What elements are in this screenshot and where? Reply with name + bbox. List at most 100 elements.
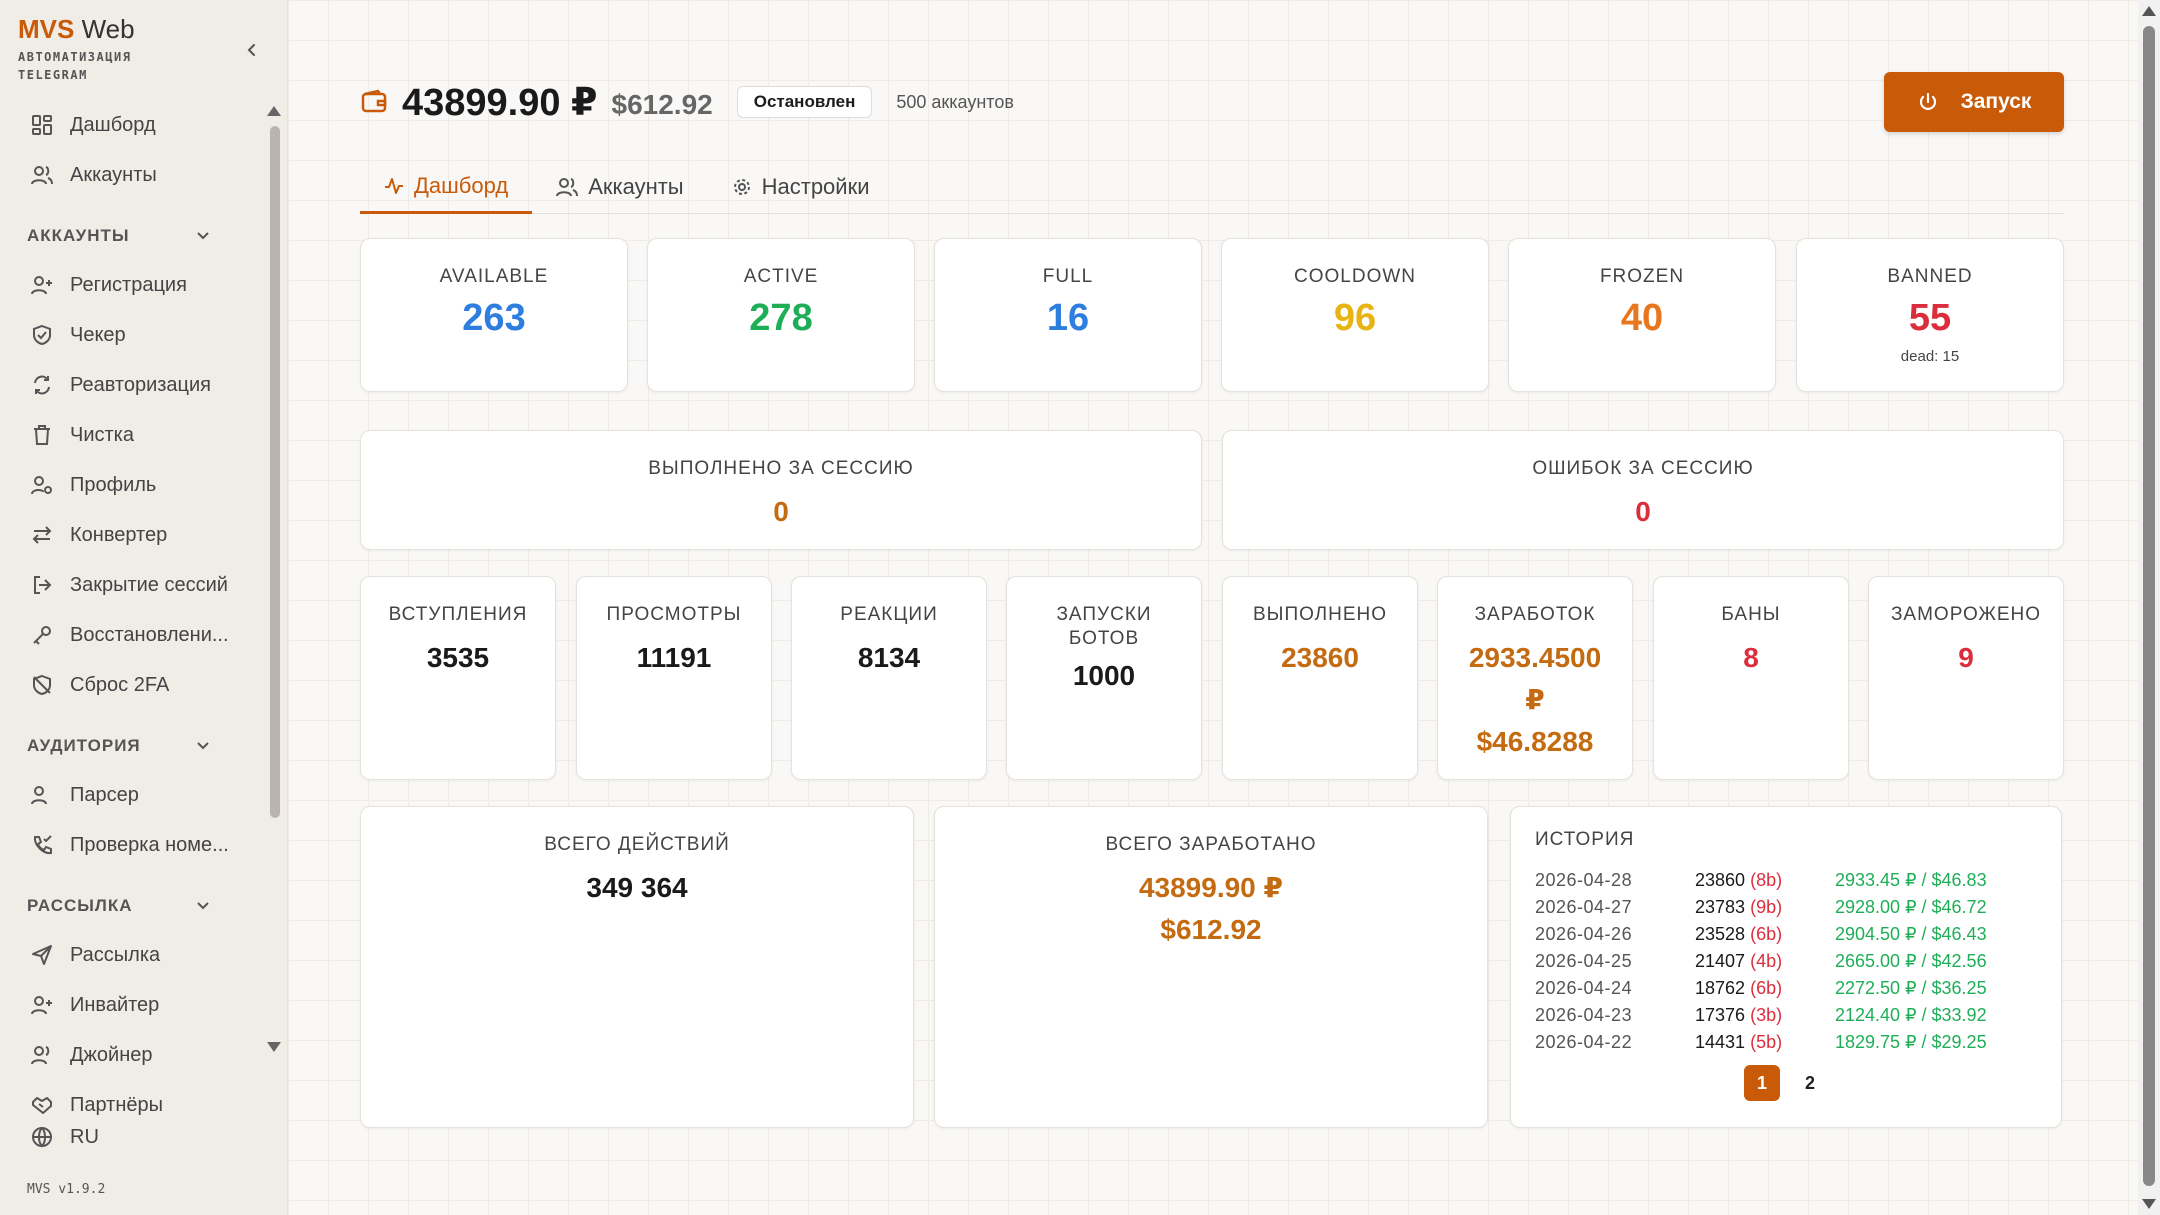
start-button[interactable]: Запуск bbox=[1884, 72, 2064, 132]
sidebar-section-mailing[interactable]: РАССЫЛКА bbox=[0, 882, 262, 930]
user-cog-icon bbox=[30, 473, 54, 497]
sidebar-item-partners[interactable]: Партнёры bbox=[0, 1080, 262, 1130]
collapse-sidebar-button[interactable] bbox=[240, 38, 264, 62]
scroll-up-arrow-icon[interactable] bbox=[267, 106, 281, 116]
stat-value: 8 bbox=[1743, 642, 1759, 673]
sidebar-item-phone-check[interactable]: Проверка номе... bbox=[0, 820, 262, 870]
stat-value-line-1: 2933.4500 bbox=[1468, 642, 1602, 673]
history-earned: 2933.45 ₽ / $46.83 bbox=[1835, 870, 1987, 890]
sidebar-item-profile[interactable]: Профиль bbox=[0, 460, 262, 510]
sidebar-item-label: Чекер bbox=[70, 323, 126, 346]
sidebar-item-label: Сброс 2FA bbox=[70, 673, 170, 696]
header: 43899.90 ₽ $612.92 Остановлен 500 аккаун… bbox=[360, 72, 1014, 132]
chevron-down-icon bbox=[197, 232, 209, 240]
trash-icon bbox=[30, 423, 54, 447]
history-pagination: 1 2 bbox=[1511, 1065, 2061, 1101]
stat-value: 9 bbox=[1958, 642, 1974, 673]
sidebar-item-label: Дашборд bbox=[70, 113, 156, 136]
sidebar-item-reauth[interactable]: Реавторизация bbox=[0, 360, 262, 410]
sidebar-item-accounts[interactable]: Аккаунты bbox=[0, 150, 262, 200]
sidebar-item-joiner[interactable]: Джойнер bbox=[0, 1030, 262, 1080]
brand-title: MVS Web bbox=[18, 14, 135, 44]
sidebar-item-parser[interactable]: Парсер bbox=[0, 770, 262, 820]
chevron-left-icon bbox=[247, 44, 255, 56]
sidebar-item-label: Профиль bbox=[70, 473, 157, 496]
tab-accounts[interactable]: Аккаунты bbox=[532, 160, 707, 214]
sidebar-item-mailing[interactable]: Рассылка bbox=[0, 930, 262, 980]
sidebar-item-label: Проверка номе... bbox=[70, 833, 229, 856]
page-button-1[interactable]: 1 bbox=[1744, 1065, 1780, 1101]
page-scrollbar[interactable] bbox=[2138, 0, 2160, 1215]
sidebar-section-accounts[interactable]: АККАУНТЫ bbox=[0, 212, 262, 260]
history-bans: (8b) bbox=[1750, 870, 1783, 890]
sidebar-item-label: Парсер bbox=[70, 783, 139, 806]
sidebar-item-label: Джойнер bbox=[70, 1043, 153, 1066]
sidebar-item-label: Инвайтер bbox=[70, 993, 160, 1016]
dashboard-icon bbox=[30, 113, 54, 137]
history-count-value: 23860 bbox=[1695, 870, 1746, 890]
total-earned-usd: $612.92 bbox=[1160, 914, 1262, 945]
balance-rub: 43899.90 ₽ bbox=[402, 81, 598, 124]
history-date: 2026-04-27 bbox=[1535, 897, 1633, 917]
sidebar-item-inviter[interactable]: Инвайтер bbox=[0, 980, 262, 1030]
history-earned: 1829.75 ₽ / $29.25 bbox=[1835, 1032, 1987, 1052]
history-count-value: 14431 bbox=[1695, 1032, 1746, 1052]
status-card-value: 16 bbox=[1046, 297, 1090, 339]
brand-subtitle-line-1: АВТОМАТИЗАЦИЯ bbox=[18, 50, 132, 64]
status-card-value: 278 bbox=[749, 297, 813, 339]
total-earned-card: ВСЕГО ЗАРАБОТАНО 43899.90 ₽ $612.92 bbox=[934, 806, 1488, 1128]
stat-label-line-1: ЗАПУСКИ bbox=[1056, 604, 1152, 625]
chevron-down-icon bbox=[197, 902, 209, 910]
accounts-count: 500 аккаунтов bbox=[896, 91, 1014, 112]
stat-value: 8134 bbox=[857, 642, 921, 673]
status-card-full: FULL 16 bbox=[934, 238, 1202, 392]
stat-label: ЗАМОРОЖЕНО bbox=[1890, 604, 2042, 625]
scroll-down-arrow-icon[interactable] bbox=[267, 1042, 281, 1052]
total-actions-card: ВСЕГО ДЕЙСТВИЙ 349 364 bbox=[360, 806, 914, 1128]
sidebar-item-dashboard[interactable]: Дашборд bbox=[0, 100, 262, 150]
sidebar-scroll-thumb[interactable] bbox=[270, 126, 280, 818]
sidebar-item-close-sessions[interactable]: Закрытие сессий bbox=[0, 560, 262, 610]
user-plus-icon bbox=[30, 273, 54, 297]
users-icon bbox=[30, 1043, 54, 1067]
sidebar-item-checker[interactable]: Чекер bbox=[0, 310, 262, 360]
stat-label: БАНЫ bbox=[1721, 604, 1781, 625]
history-bans: (4b) bbox=[1750, 951, 1783, 971]
status-card-active: ACTIVE 278 bbox=[647, 238, 915, 392]
history-count-value: 23528 bbox=[1695, 924, 1746, 944]
page-scroll-thumb[interactable] bbox=[2143, 26, 2155, 1186]
sidebar-item-converter[interactable]: Конвертер bbox=[0, 510, 262, 560]
tab-dashboard[interactable]: Дашборд bbox=[360, 160, 533, 214]
gear-icon bbox=[732, 177, 752, 197]
total-earned-label: ВСЕГО ЗАРАБОТАНО bbox=[1105, 834, 1317, 855]
brand-web: Web bbox=[74, 14, 135, 44]
history-count: 23860 (8b) bbox=[1695, 870, 1835, 891]
history-earned: 2928.00 ₽ / $46.72 bbox=[1835, 897, 1987, 917]
tab-settings[interactable]: Настройки bbox=[708, 160, 894, 214]
sidebar-item-reset-2fa[interactable]: Сброс 2FA bbox=[0, 660, 262, 710]
status-card-cooldown: COOLDOWN 96 bbox=[1221, 238, 1489, 392]
tab-label: Аккаунты bbox=[588, 174, 684, 199]
stat-card-completed: ВЫПОЛНЕНО 23860 bbox=[1222, 576, 1418, 780]
sidebar-item-registration[interactable]: Регистрация bbox=[0, 260, 262, 310]
history-earned: 2272.50 ₽ / $36.25 bbox=[1835, 978, 1987, 998]
sidebar-item-recovery[interactable]: Восстановлени... bbox=[0, 610, 262, 660]
sidebar-section-audience[interactable]: АУДИТОРИЯ bbox=[0, 722, 262, 770]
history-count-value: 21407 bbox=[1695, 951, 1746, 971]
stat-card-bans: БАНЫ 8 bbox=[1653, 576, 1849, 780]
scroll-down-arrow-icon[interactable] bbox=[2142, 1199, 2156, 1209]
sidebar-item-label: Конвертер bbox=[70, 523, 168, 546]
history-count-value: 23783 bbox=[1695, 897, 1746, 917]
stat-label: ЗАРАБОТОК bbox=[1474, 604, 1596, 625]
stat-card-earnings: ЗАРАБОТОК 2933.4500 ₽ $46.8288 bbox=[1437, 576, 1633, 780]
sidebar-item-cleanup[interactable]: Чистка bbox=[0, 410, 262, 460]
sidebar: MVS Web АВТОМАТИЗАЦИЯ TELEGRAM Дашборд Ак… bbox=[0, 0, 288, 1215]
sidebar-item-label: Рассылка bbox=[70, 943, 161, 966]
history-bans: (5b) bbox=[1750, 1032, 1783, 1052]
sidebar-scrollbar[interactable] bbox=[264, 100, 282, 1058]
brand-subtitle: АВТОМАТИЗАЦИЯ TELEGRAM bbox=[18, 48, 135, 84]
status-card-label: FULL bbox=[1042, 266, 1094, 287]
language-switcher[interactable]: RU bbox=[30, 1125, 99, 1149]
page-button-2[interactable]: 2 bbox=[1804, 1072, 1815, 1093]
scroll-up-arrow-icon[interactable] bbox=[2142, 6, 2156, 16]
